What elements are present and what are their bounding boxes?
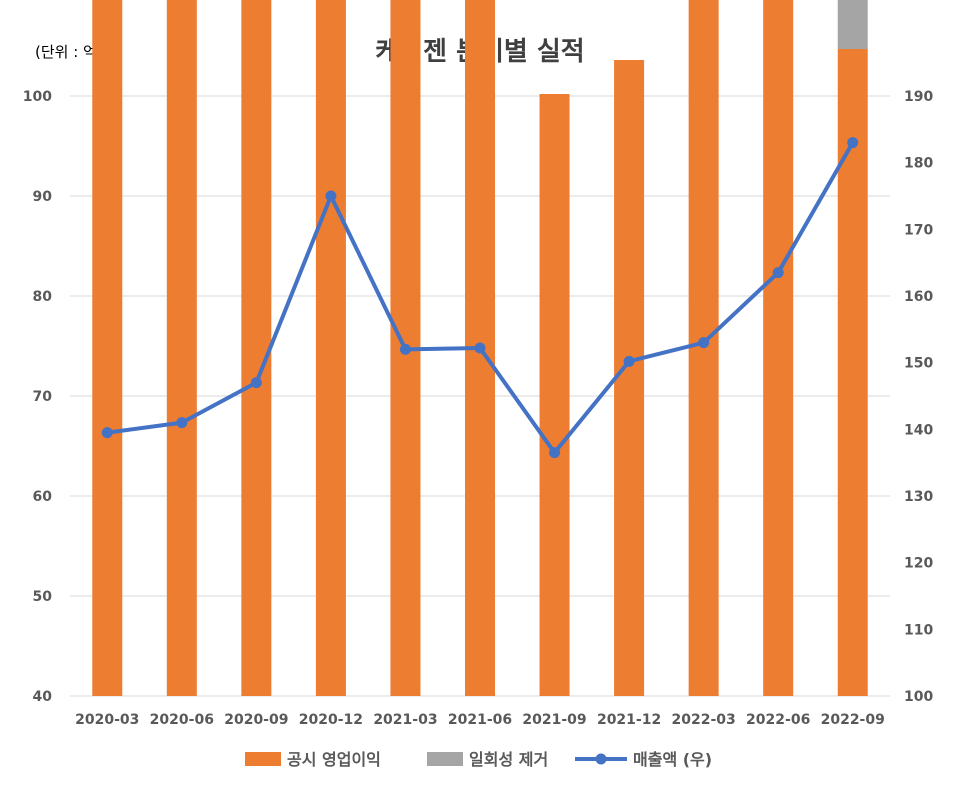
right-tick-label: 130 [904, 489, 933, 505]
line-point [474, 342, 486, 354]
legend-label: 공시 영업이익 [287, 750, 381, 769]
legend-swatch [427, 752, 463, 766]
left-tick-label: 70 [33, 389, 53, 405]
right-tick-label: 120 [904, 556, 933, 572]
right-tick-label: 160 [904, 289, 933, 305]
x-tick-label: 2022-03 [672, 712, 736, 728]
x-tick-label: 2021-12 [597, 712, 661, 728]
line-point [101, 427, 113, 439]
line-point [176, 417, 188, 429]
line-point [325, 190, 337, 202]
legend-label: 일회성 제거 [469, 750, 548, 769]
right-tick-label: 190 [904, 89, 933, 105]
line-point [549, 447, 561, 459]
legend: 공시 영업이익 일회성 제거 매출액 (우) [245, 750, 712, 769]
x-tick-label: 2020-12 [299, 712, 363, 728]
x-tick-label: 2021-06 [448, 712, 512, 728]
bar [92, 0, 123, 696]
left-tick-label: 50 [33, 589, 53, 605]
line-point [399, 343, 411, 355]
legend-label: 매출액 (우) [633, 750, 712, 769]
right-tick-label: 150 [904, 356, 933, 372]
left-axis: 40 50 60 70 80 90 100 [23, 89, 52, 705]
left-tick-label: 80 [33, 289, 53, 305]
bar [539, 94, 570, 696]
line-point [847, 137, 859, 149]
x-tick-label: 2021-03 [373, 712, 437, 728]
bar [763, 0, 794, 696]
right-tick-label: 140 [904, 422, 933, 438]
x-tick-label: 2022-06 [746, 712, 810, 728]
x-tick-label: 2020-09 [224, 712, 288, 728]
bar [315, 0, 346, 696]
bar [166, 0, 197, 696]
line-series [101, 137, 859, 459]
right-tick-label: 180 [904, 156, 933, 172]
line-point [623, 355, 635, 367]
legend-marker [595, 753, 607, 765]
bar [241, 0, 272, 696]
x-tick-label: 2021-09 [522, 712, 586, 728]
x-axis: 2020-03 2020-06 2020-09 2020-12 2021-03 2021-… [75, 712, 885, 728]
right-axis: 100 110 120 130 140 150 160 170 180 190 [904, 89, 933, 705]
line-point [698, 337, 710, 349]
left-tick-label: 100 [23, 89, 52, 105]
x-tick-label: 2020-03 [75, 712, 139, 728]
bar [837, 0, 868, 49]
line-point [772, 267, 784, 279]
left-tick-label: 40 [33, 689, 53, 705]
bar-series [92, 0, 868, 696]
x-tick-label: 2020-06 [150, 712, 214, 728]
left-tick-label: 90 [33, 189, 53, 205]
legend-swatch [245, 752, 281, 766]
right-tick-label: 170 [904, 222, 933, 238]
x-tick-label: 2022-09 [821, 712, 885, 728]
right-tick-label: 110 [904, 622, 933, 638]
line-point [250, 377, 262, 389]
bar [614, 60, 645, 696]
left-tick-label: 60 [33, 489, 53, 505]
right-tick-label: 100 [904, 689, 933, 705]
